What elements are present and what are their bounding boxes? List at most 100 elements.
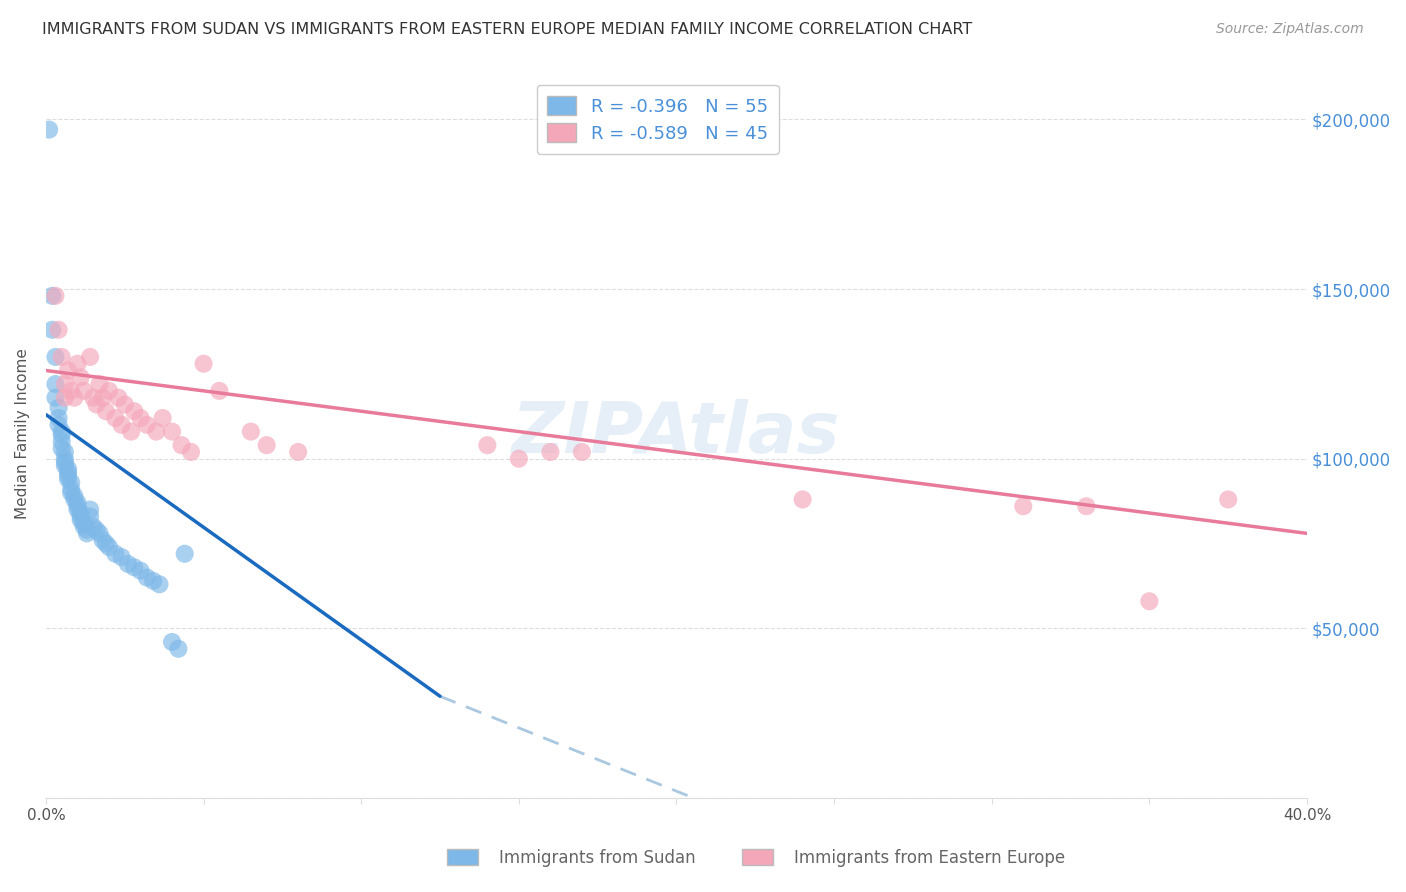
Point xyxy=(82,391,104,405)
Point xyxy=(53,445,76,459)
Point xyxy=(122,560,145,574)
Point xyxy=(51,442,73,456)
Point xyxy=(73,384,96,398)
Point xyxy=(63,391,86,405)
Point xyxy=(89,526,111,541)
Point xyxy=(91,391,114,405)
Point xyxy=(508,451,530,466)
Point xyxy=(129,411,152,425)
Point xyxy=(44,350,66,364)
Point xyxy=(193,357,215,371)
Point xyxy=(73,516,96,531)
Text: Immigrants from Sudan: Immigrants from Sudan xyxy=(499,849,696,867)
Point xyxy=(1076,500,1098,514)
Point xyxy=(53,377,76,392)
Point xyxy=(53,451,76,466)
Point xyxy=(1012,500,1035,514)
Point xyxy=(114,397,136,411)
Point xyxy=(79,509,101,524)
Point xyxy=(86,523,108,537)
Point xyxy=(104,411,127,425)
Point xyxy=(66,502,89,516)
Point xyxy=(51,434,73,449)
Point xyxy=(60,384,83,398)
Point xyxy=(48,411,70,425)
Point xyxy=(53,458,76,473)
Point xyxy=(792,492,814,507)
Point xyxy=(69,370,91,384)
Point xyxy=(120,425,142,439)
Point xyxy=(239,425,262,439)
Point xyxy=(160,425,183,439)
Point xyxy=(142,574,165,588)
Point xyxy=(94,536,117,550)
Point xyxy=(94,404,117,418)
Point xyxy=(129,564,152,578)
Point xyxy=(104,547,127,561)
Point xyxy=(1137,594,1160,608)
Point xyxy=(76,523,98,537)
Point xyxy=(79,350,101,364)
Point xyxy=(152,411,174,425)
Point xyxy=(53,391,76,405)
Point xyxy=(89,377,111,392)
Point xyxy=(48,417,70,432)
Point xyxy=(38,122,60,136)
Point xyxy=(135,570,157,584)
Point xyxy=(60,475,83,490)
Point xyxy=(571,445,593,459)
Point xyxy=(98,540,121,554)
Point xyxy=(111,417,134,432)
Point xyxy=(86,397,108,411)
Point xyxy=(122,404,145,418)
Text: Immigrants from Eastern Europe: Immigrants from Eastern Europe xyxy=(794,849,1066,867)
Legend: R = -0.396   N = 55, R = -0.589   N = 45: R = -0.396 N = 55, R = -0.589 N = 45 xyxy=(537,85,779,153)
Point xyxy=(63,489,86,503)
Point xyxy=(180,445,202,459)
Point xyxy=(56,472,79,486)
Point xyxy=(73,519,96,533)
Point xyxy=(56,465,79,479)
Point xyxy=(82,519,104,533)
Point xyxy=(538,445,561,459)
Text: IMMIGRANTS FROM SUDAN VS IMMIGRANTS FROM EASTERN EUROPE MEDIAN FAMILY INCOME COR: IMMIGRANTS FROM SUDAN VS IMMIGRANTS FROM… xyxy=(42,22,973,37)
Point xyxy=(477,438,499,452)
Point xyxy=(44,391,66,405)
Point xyxy=(48,323,70,337)
Point xyxy=(145,425,167,439)
Point xyxy=(98,384,121,398)
Point xyxy=(60,485,83,500)
Point xyxy=(76,526,98,541)
Text: ZIPAtlas: ZIPAtlas xyxy=(512,399,841,467)
Point xyxy=(170,438,193,452)
Point xyxy=(66,496,89,510)
Point xyxy=(256,438,278,452)
Point xyxy=(66,357,89,371)
Point xyxy=(1218,492,1240,507)
Text: Source: ZipAtlas.com: Source: ZipAtlas.com xyxy=(1216,22,1364,37)
Point xyxy=(56,363,79,377)
Point xyxy=(56,462,79,476)
Point xyxy=(107,391,129,405)
Point xyxy=(41,289,63,303)
Point xyxy=(51,428,73,442)
Point xyxy=(53,455,76,469)
Point xyxy=(160,635,183,649)
Point xyxy=(111,550,134,565)
Point xyxy=(69,509,91,524)
Point xyxy=(56,468,79,483)
Point xyxy=(51,425,73,439)
Y-axis label: Median Family Income: Median Family Income xyxy=(15,348,30,519)
Point xyxy=(148,577,170,591)
Point xyxy=(79,502,101,516)
Point xyxy=(44,289,66,303)
Point xyxy=(135,417,157,432)
Point xyxy=(69,506,91,520)
Point xyxy=(48,401,70,415)
Point xyxy=(173,547,195,561)
Point xyxy=(117,557,139,571)
Point xyxy=(287,445,309,459)
Point xyxy=(167,641,190,656)
Point xyxy=(91,533,114,548)
Point xyxy=(63,492,86,507)
